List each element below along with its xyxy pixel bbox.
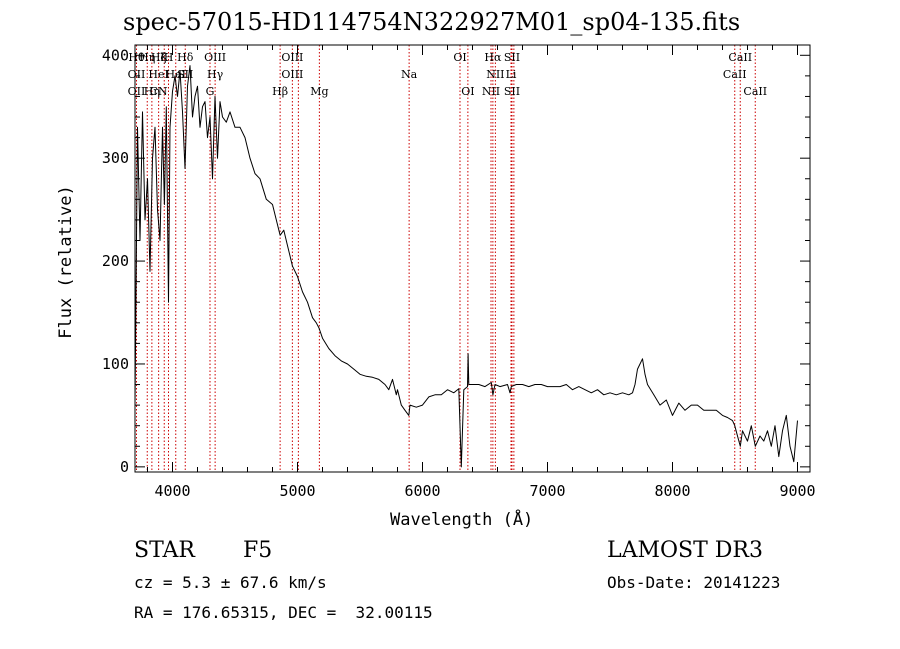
line-label-9-0: OIII bbox=[204, 51, 226, 64]
coordinates-text: RA = 176.65315, DEC = 32.00115 bbox=[134, 603, 433, 622]
line-label-1-0: Hη bbox=[139, 51, 155, 64]
line-label-13-2: Mg bbox=[310, 85, 328, 98]
object-class: STAR bbox=[134, 538, 195, 563]
chart-title: spec-57015-HD114754N322927M01_sp04-135.f… bbox=[123, 8, 741, 36]
x-tick-label: 7000 bbox=[529, 482, 565, 500]
axes-frame bbox=[134, 44, 811, 473]
line-label-0-2: OII bbox=[128, 85, 146, 98]
x-tick-label: 8000 bbox=[654, 482, 690, 500]
line-label-11-1: OIII bbox=[281, 68, 303, 81]
object-subclass: F5 bbox=[243, 538, 273, 563]
line-label-25-2: CaII bbox=[743, 85, 767, 98]
line-label-0-1: OII bbox=[128, 68, 146, 81]
spectrum-series bbox=[135, 65, 798, 468]
y-tick-label: 0 bbox=[120, 458, 129, 476]
plot-frame bbox=[134, 44, 811, 473]
line-label-21-2: SII bbox=[504, 85, 520, 98]
line-label-14-1: Na bbox=[401, 68, 418, 81]
spectrum-line-0 bbox=[135, 65, 798, 468]
x-tick-label: 5000 bbox=[279, 482, 315, 500]
line-label-7-1: SII bbox=[177, 68, 193, 81]
y-axis-label: Flux (relative) bbox=[56, 185, 76, 339]
line-label-6-1: HeI bbox=[166, 68, 186, 81]
line-label-24-0: CaII bbox=[728, 51, 752, 64]
line-label-23-1: CaII bbox=[723, 68, 747, 81]
line-marker-group bbox=[136, 45, 756, 472]
line-label-18-0: Hα bbox=[484, 51, 502, 64]
line-label-group: HθOIIOIIHηHηHζHeICNKHHeIHδSIIGOIIIHγHβOI… bbox=[128, 51, 767, 98]
line-label-17-2: NII bbox=[482, 85, 500, 98]
line-label-16-2: OI bbox=[461, 85, 474, 98]
line-label-2-2: Hη bbox=[144, 85, 160, 98]
line-label-0-0: Hθ bbox=[128, 51, 145, 64]
line-label-11-0: OIII bbox=[281, 51, 303, 64]
x-tick-label: 6000 bbox=[404, 482, 440, 500]
line-label-4-0: K bbox=[160, 51, 169, 64]
x-axis-label: Wavelength (Å) bbox=[390, 510, 534, 530]
y-tick-label: 400 bbox=[102, 46, 129, 64]
axis-ticks: 4000 5000 6000 7000 8000 9000 0 100 200 300 400 bbox=[102, 45, 816, 500]
line-label-10-2: Hβ bbox=[272, 85, 288, 98]
y-tick-label: 200 bbox=[102, 252, 129, 270]
redshift-text: cz = 5.3 ± 67.6 km/s bbox=[134, 573, 327, 592]
line-label-21-0: SII bbox=[504, 51, 520, 64]
line-label-19-1: NII bbox=[486, 68, 504, 81]
line-label-3-2: CN bbox=[150, 85, 168, 98]
line-label-3-1: HeI bbox=[148, 68, 168, 81]
line-label-9-1: Hγ bbox=[207, 68, 224, 81]
line-label-20-1: Li bbox=[506, 68, 517, 81]
line-label-15-0: OI bbox=[453, 51, 466, 64]
line-label-8-2: G bbox=[206, 85, 215, 98]
line-label-5-0: H bbox=[164, 51, 174, 64]
y-tick-label: 100 bbox=[102, 355, 129, 373]
x-tick-label: 4000 bbox=[154, 482, 190, 500]
line-label-7-0: Hδ bbox=[177, 51, 194, 64]
obs-date: Obs-Date: 20141223 bbox=[607, 573, 781, 592]
y-tick-label: 300 bbox=[102, 149, 129, 167]
survey-name: LAMOST DR3 bbox=[607, 538, 763, 563]
x-tick-label: 9000 bbox=[779, 482, 815, 500]
line-label-3-0: Hζ bbox=[151, 51, 167, 64]
